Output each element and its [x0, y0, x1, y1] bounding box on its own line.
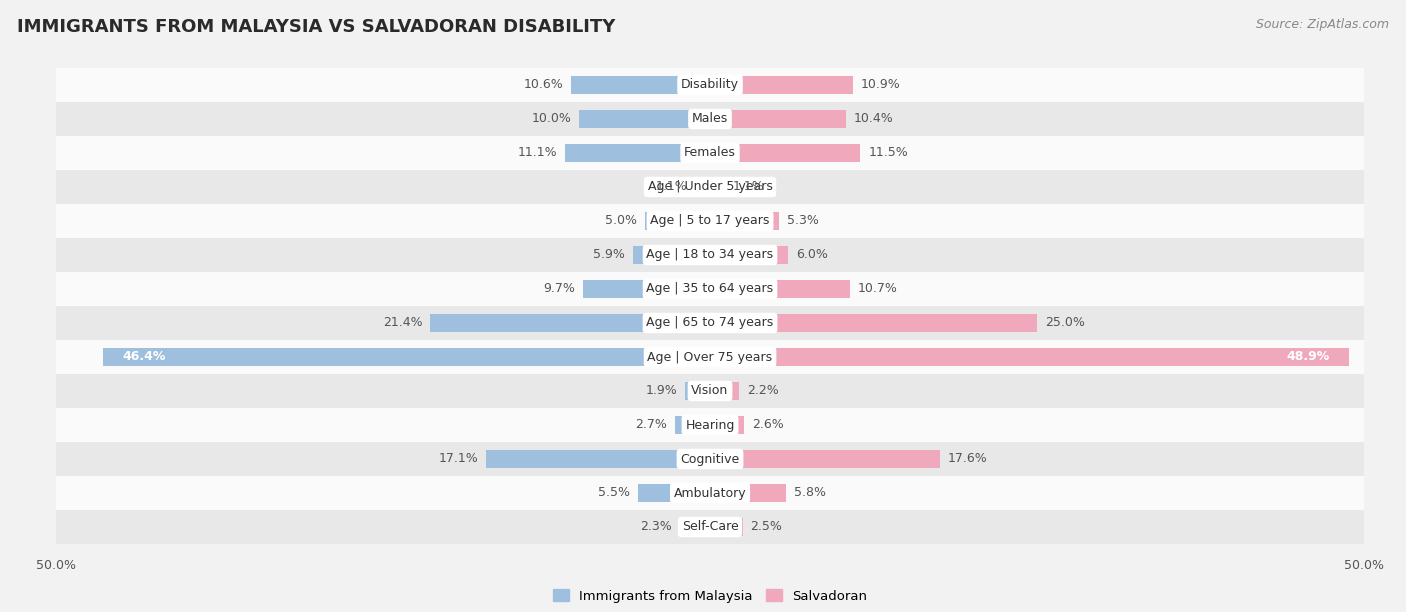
Bar [710, 416, 744, 435]
Bar [56, 272, 1364, 306]
Bar [710, 483, 786, 502]
Bar [710, 76, 852, 94]
Text: 5.9%: 5.9% [593, 248, 626, 261]
Bar [675, 416, 710, 435]
Bar [56, 238, 1364, 272]
Bar [56, 476, 1364, 510]
Text: 9.7%: 9.7% [544, 283, 575, 296]
Text: 17.6%: 17.6% [948, 452, 988, 466]
Bar [56, 102, 1364, 136]
Bar [56, 340, 1364, 374]
Text: 2.3%: 2.3% [640, 520, 672, 534]
Text: 5.0%: 5.0% [605, 214, 637, 228]
Text: 5.5%: 5.5% [599, 487, 630, 499]
Text: Females: Females [685, 146, 735, 160]
Text: 11.5%: 11.5% [869, 146, 908, 160]
Text: Age | 5 to 17 years: Age | 5 to 17 years [651, 214, 769, 228]
Text: Vision: Vision [692, 384, 728, 398]
Bar [710, 245, 789, 264]
Text: 21.4%: 21.4% [382, 316, 422, 329]
Bar [710, 382, 738, 400]
Text: 2.2%: 2.2% [747, 384, 779, 398]
Legend: Immigrants from Malaysia, Salvadoran: Immigrants from Malaysia, Salvadoran [547, 584, 873, 608]
Bar [56, 68, 1364, 102]
Bar [710, 110, 846, 129]
Text: Males: Males [692, 113, 728, 125]
Bar [583, 280, 710, 298]
Bar [571, 76, 710, 94]
Text: 10.4%: 10.4% [853, 113, 894, 125]
Bar [565, 144, 710, 162]
Text: 25.0%: 25.0% [1045, 316, 1084, 329]
Bar [710, 518, 742, 536]
Text: 1.1%: 1.1% [733, 181, 763, 193]
Bar [633, 245, 710, 264]
Text: 10.9%: 10.9% [860, 78, 900, 92]
Text: Age | Under 5 years: Age | Under 5 years [648, 181, 772, 193]
Text: 48.9%: 48.9% [1286, 351, 1330, 364]
Text: 6.0%: 6.0% [796, 248, 828, 261]
Bar [638, 483, 710, 502]
Text: Cognitive: Cognitive [681, 452, 740, 466]
Text: 1.1%: 1.1% [657, 181, 688, 193]
Text: Source: ZipAtlas.com: Source: ZipAtlas.com [1256, 18, 1389, 31]
Bar [696, 177, 710, 196]
Text: 17.1%: 17.1% [439, 452, 478, 466]
Bar [56, 374, 1364, 408]
Text: Disability: Disability [681, 78, 740, 92]
Bar [430, 313, 710, 332]
Text: 1.9%: 1.9% [645, 384, 678, 398]
Bar [710, 280, 851, 298]
Text: 2.7%: 2.7% [636, 419, 666, 431]
Text: Self-Care: Self-Care [682, 520, 738, 534]
Bar [644, 212, 710, 230]
Bar [56, 136, 1364, 170]
Bar [103, 348, 710, 367]
Text: 2.5%: 2.5% [751, 520, 783, 534]
Bar [681, 518, 710, 536]
Bar [685, 382, 710, 400]
Bar [56, 204, 1364, 238]
Text: Hearing: Hearing [685, 419, 735, 431]
Bar [56, 170, 1364, 204]
Bar [710, 144, 860, 162]
Bar [710, 212, 779, 230]
Bar [56, 408, 1364, 442]
Text: 10.7%: 10.7% [858, 283, 897, 296]
Bar [710, 313, 1038, 332]
Text: Age | Over 75 years: Age | Over 75 years [648, 351, 772, 364]
Text: 10.0%: 10.0% [531, 113, 571, 125]
Text: Age | 18 to 34 years: Age | 18 to 34 years [647, 248, 773, 261]
Text: Age | 35 to 64 years: Age | 35 to 64 years [647, 283, 773, 296]
Bar [486, 450, 710, 468]
Bar [710, 348, 1350, 367]
Text: 46.4%: 46.4% [122, 351, 166, 364]
Text: 10.6%: 10.6% [524, 78, 564, 92]
Bar [56, 306, 1364, 340]
Text: 11.1%: 11.1% [517, 146, 557, 160]
Text: Age | 65 to 74 years: Age | 65 to 74 years [647, 316, 773, 329]
Text: IMMIGRANTS FROM MALAYSIA VS SALVADORAN DISABILITY: IMMIGRANTS FROM MALAYSIA VS SALVADORAN D… [17, 18, 616, 36]
Text: 5.8%: 5.8% [794, 487, 825, 499]
Bar [710, 450, 941, 468]
Bar [579, 110, 710, 129]
Text: 5.3%: 5.3% [787, 214, 820, 228]
Bar [56, 442, 1364, 476]
Text: Ambulatory: Ambulatory [673, 487, 747, 499]
Text: 2.6%: 2.6% [752, 419, 783, 431]
Bar [710, 177, 724, 196]
Bar [56, 510, 1364, 544]
